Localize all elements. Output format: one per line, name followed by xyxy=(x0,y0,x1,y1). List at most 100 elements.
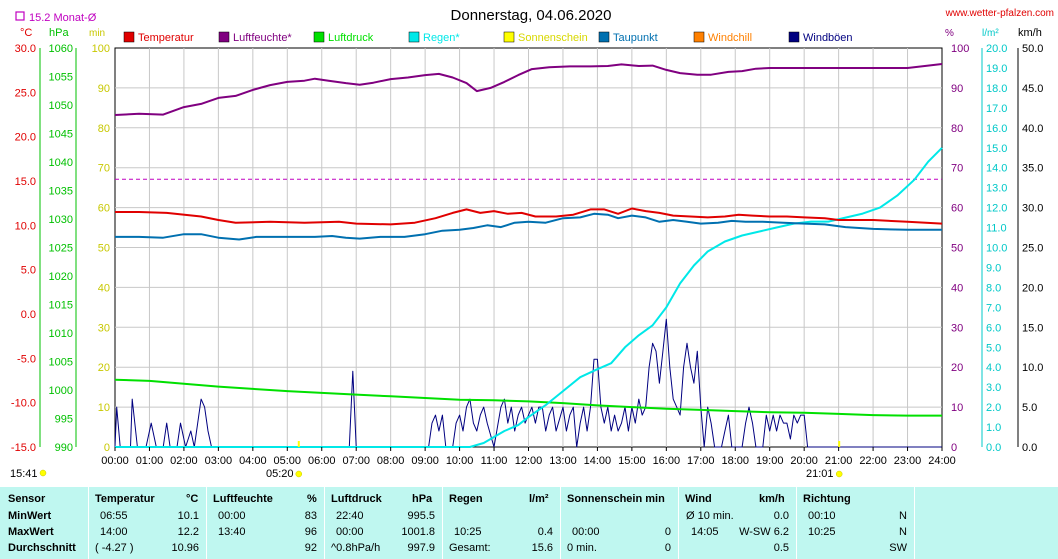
x-tick-label: 05:00 xyxy=(274,455,302,467)
pressure-tick-label: 1005 xyxy=(49,357,73,369)
wind-tick-label: 35.0 xyxy=(1022,163,1043,175)
pressure-tick-label: 1050 xyxy=(49,100,73,112)
sun-marker-dot xyxy=(835,470,843,478)
pressure-unit: hPa xyxy=(49,27,69,39)
stats-divider xyxy=(88,487,89,559)
minutes-tick-label: 0 xyxy=(104,442,110,454)
legend-swatch xyxy=(313,31,325,43)
wind-tick-label: 50.0 xyxy=(1022,43,1043,55)
legend-label: Temperatur xyxy=(138,32,194,44)
rain-tick-label: 3.0 xyxy=(986,382,1001,394)
x-tick-label: 21:00 xyxy=(825,455,853,467)
legend-swatch xyxy=(788,31,800,43)
legend-label: Sonnenschein xyxy=(518,32,588,44)
x-tick-label: 09:00 xyxy=(411,455,439,467)
stats-cell: 10:25 xyxy=(808,526,836,538)
stats-cell: 0.4 xyxy=(537,526,553,538)
humidity-tick-label: 10 xyxy=(951,402,963,414)
temp-unit: °C xyxy=(20,27,32,39)
minutes-tick-label: 10 xyxy=(98,402,110,414)
x-tick-label: 03:00 xyxy=(205,455,233,467)
pressure-tick-label: 1060 xyxy=(49,43,73,55)
stats-cell: 0 xyxy=(664,542,671,554)
percent-unit: % xyxy=(945,28,954,39)
humidity-tick-label: 70 xyxy=(951,163,963,175)
weather-chart: 00:00 01:00 02:00 03:00 04:00 05:00 06:00 07:00… xyxy=(10,7,1054,480)
rain-tick-label: 11.0 xyxy=(986,223,1007,235)
stats-cell: 06:55 xyxy=(100,510,128,522)
stats-row-label: MaxWert xyxy=(8,526,54,538)
x-tick-label: 00:00 xyxy=(101,455,129,467)
temp-tick-label: 30.0 xyxy=(15,43,36,55)
humidity-tick-label: 20 xyxy=(951,362,963,374)
stats-cell: 13:40 xyxy=(218,526,246,538)
temp-tick-label: -10.0 xyxy=(11,398,36,410)
stats-cell: 0.5 xyxy=(773,542,789,554)
stats-cell: 0 min. xyxy=(567,542,597,554)
humidity-tick-label: 100 xyxy=(951,43,969,55)
wind-tick-label: 10.0 xyxy=(1022,362,1043,374)
stats-cell: 00:10 xyxy=(808,510,836,522)
stats-header-rain: Regen xyxy=(449,493,483,505)
stats-cell: SW xyxy=(889,542,907,554)
legend-label: Windböen xyxy=(803,32,853,44)
pressure-tick-label: 995 xyxy=(55,414,73,426)
wind-tick-label: 25.0 xyxy=(1022,243,1043,255)
minutes-tick-label: 60 xyxy=(98,203,110,215)
x-tick-label: 02:00 xyxy=(170,455,198,467)
minutes-unit: min xyxy=(89,28,105,39)
stats-cell: 96 xyxy=(304,526,317,538)
stats-cell: 15.6 xyxy=(531,542,553,554)
minutes-tick-label: 80 xyxy=(98,123,110,135)
chart-axes: 00:00 01:00 02:00 03:00 04:00 05:00 06:00 07:00… xyxy=(11,43,1043,478)
minutes-tick-label: 40 xyxy=(98,282,110,294)
x-tick-label: 15:00 xyxy=(618,455,646,467)
stats-cell: 14:05 xyxy=(691,526,719,538)
pressure-tick-label: 1045 xyxy=(49,129,73,141)
rain-tick-label: 7.0 xyxy=(986,302,1001,314)
pressure-tick-label: 1035 xyxy=(49,186,73,198)
stats-cell: Ø 10 min. xyxy=(686,510,734,522)
wind-tick-label: 30.0 xyxy=(1022,203,1043,215)
rain-tick-label: 16.0 xyxy=(986,123,1007,135)
legend-swatch xyxy=(693,31,705,43)
sunrise-label: 05:20 xyxy=(266,468,294,480)
x-tick-label: 23:00 xyxy=(894,455,922,467)
rain-tick-label: 8.0 xyxy=(986,282,1001,294)
site-link[interactable]: www.wetter-pfalzen.com xyxy=(945,8,1054,19)
stats-header-hum-unit: % xyxy=(307,493,317,505)
chart-legend: Temperatur Luftfeuchte* Luftdruck Regen* Son… xyxy=(123,31,853,44)
x-tick-label: 07:00 xyxy=(342,455,370,467)
x-tick-label: 06:00 xyxy=(308,455,336,467)
minutes-tick-label: 20 xyxy=(98,362,110,374)
rain-tick-label: 19.0 xyxy=(986,63,1007,75)
rain-tick-label: 4.0 xyxy=(986,362,1001,374)
temp-tick-label: 10.0 xyxy=(15,220,36,232)
wind-tick-label: 20.0 xyxy=(1022,282,1043,294)
legend-swatch xyxy=(408,31,420,43)
x-tick-label: 14:00 xyxy=(584,455,612,467)
pressure-tick-label: 1010 xyxy=(49,328,73,340)
temp-tick-label: 15.0 xyxy=(15,176,36,188)
legend-label: Regen* xyxy=(423,32,460,44)
stats-header-hum: Luftfeuchte xyxy=(213,493,273,505)
series-line-luftfeuchte xyxy=(114,63,943,116)
legend-swatch xyxy=(598,31,610,43)
chart-series xyxy=(114,63,943,448)
chart-title: Donnerstag, 04.06.2020 xyxy=(451,7,612,24)
x-tick-label: 18:00 xyxy=(721,455,749,467)
stats-divider xyxy=(206,487,207,559)
rain-tick-label: 0.0 xyxy=(986,442,1001,454)
temp-tick-label: 0.0 xyxy=(21,309,36,321)
humidity-tick-label: 80 xyxy=(951,123,963,135)
current-time-label: 15:41 xyxy=(10,468,38,480)
x-tick-label: 12:00 xyxy=(515,455,543,467)
stats-cell: 0.0 xyxy=(773,510,789,522)
rain-tick-label: 15.0 xyxy=(986,143,1007,155)
legend-swatch xyxy=(503,31,515,43)
stats-cell: 14:00 xyxy=(100,526,128,538)
rain-tick-label: 5.0 xyxy=(986,342,1001,354)
x-tick-label: 08:00 xyxy=(377,455,405,467)
stats-divider xyxy=(324,487,325,559)
stats-divider xyxy=(914,487,915,559)
